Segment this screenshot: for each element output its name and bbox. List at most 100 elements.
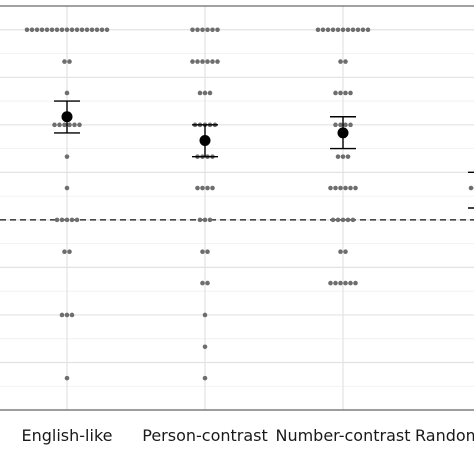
data-point-person-contrast [210,59,215,64]
mean-point-person-contrast [199,135,211,147]
data-point-number-contrast [348,90,353,96]
data-point-person-contrast [200,185,205,191]
data-point-person-contrast [190,59,195,64]
data-point-english-like [67,122,72,128]
x-tick-label-number-contrast: Number-contrast [275,426,410,445]
data-point-number-contrast [345,217,351,223]
data-point-english-like [74,217,80,223]
data-point-person-contrast [202,217,208,223]
data-point-english-like [69,27,75,33]
data-point-english-like [62,249,67,255]
data-point-number-contrast [350,27,356,33]
data-point-number-contrast [335,154,341,159]
data-point-english-like [54,217,60,223]
data-point-number-contrast [353,185,358,191]
data-point-english-like [29,27,35,33]
data-point-person-contrast [215,59,220,64]
data-point-number-contrast [330,27,336,33]
data-point-number-contrast [328,280,333,286]
data-point-number-contrast [338,90,343,96]
data-point-person-contrast [195,59,200,64]
data-point-english-like [62,122,67,128]
data-point-person-contrast [200,59,205,64]
data-point-english-like [64,217,70,223]
data-point-number-contrast [343,59,348,64]
data-point-number-contrast [328,185,333,191]
data-point-number-contrast [338,249,343,255]
data-point-person-contrast [200,249,205,255]
data-point-english-like [74,27,80,33]
data-point-person-contrast [202,344,208,350]
data-point-english-like [104,27,110,33]
data-point-english-like [69,312,75,318]
x-tick-label-person-contrast: Person-contrast [142,426,268,445]
data-point-english-like [64,185,70,191]
data-point-english-like [72,122,77,128]
data-point-english-like [59,217,65,223]
data-point-number-contrast [353,280,358,286]
data-point-number-contrast [333,90,338,96]
data-point-number-contrast [340,217,346,223]
data-point-number-contrast [325,27,331,33]
data-point-number-contrast [333,122,338,128]
data-point-number-contrast [330,217,336,223]
data-point-english-like [89,27,95,33]
data-point-number-contrast [348,280,353,286]
data-point-english-like [59,312,65,318]
data-point-english-like [67,59,72,64]
data-point-person-contrast [195,27,200,33]
data-point-number-contrast [345,27,351,33]
data-point-number-contrast [343,90,348,96]
data-point-english-like [67,249,72,255]
data-point-english-like [34,27,40,33]
data-point-english-like [24,27,30,33]
data-point-english-like [84,27,90,33]
data-point-person-contrast [200,280,205,286]
data-point-english-like [94,27,100,33]
data-point-number-contrast [333,280,338,286]
data-point-person-contrast [197,217,203,223]
x-tick-label-random: Random [415,426,474,445]
data-point-number-contrast [340,154,346,159]
data-point-number-contrast [315,27,321,33]
data-point-person-contrast [207,217,213,223]
data-point-person-contrast [190,27,195,33]
data-point-number-contrast [343,280,348,286]
data-point-number-contrast [333,185,338,191]
data-point-person-contrast [215,27,220,33]
data-point-number-contrast [355,27,361,33]
mean-and-error-bars [54,100,474,209]
data-point-number-contrast [350,217,356,223]
data-point-person-contrast [200,27,205,33]
data-point-number-contrast [335,217,341,223]
data-point-random [468,185,474,191]
data-point-person-contrast [197,90,203,96]
data-point-english-like [39,27,45,33]
data-point-person-contrast [205,27,210,33]
data-point-number-contrast [340,27,346,33]
data-point-english-like [59,27,65,33]
data-point-number-contrast [348,122,353,128]
data-point-english-like [64,312,70,318]
data-point-number-contrast [335,27,341,33]
data-point-number-contrast [320,27,326,33]
x-axis: English-like Person-contrast Number-cont… [22,426,474,445]
data-point-person-contrast [205,249,210,255]
data-point-number-contrast [343,249,348,255]
data-point-person-contrast [210,27,215,33]
data-point-person-contrast [205,185,210,191]
data-point-english-like [64,154,70,159]
data-point-person-contrast [202,375,208,381]
data-point-english-like [77,122,82,128]
data-point-person-contrast [205,59,210,64]
mean-point-number-contrast [337,127,349,139]
data-point-number-contrast [365,27,371,33]
data-point-english-like [49,27,55,33]
data-point-person-contrast [202,90,208,96]
data-point-english-like [64,375,70,381]
data-point-english-like [79,27,85,33]
data-point-english-like [64,27,70,33]
data-point-person-contrast [202,312,208,318]
